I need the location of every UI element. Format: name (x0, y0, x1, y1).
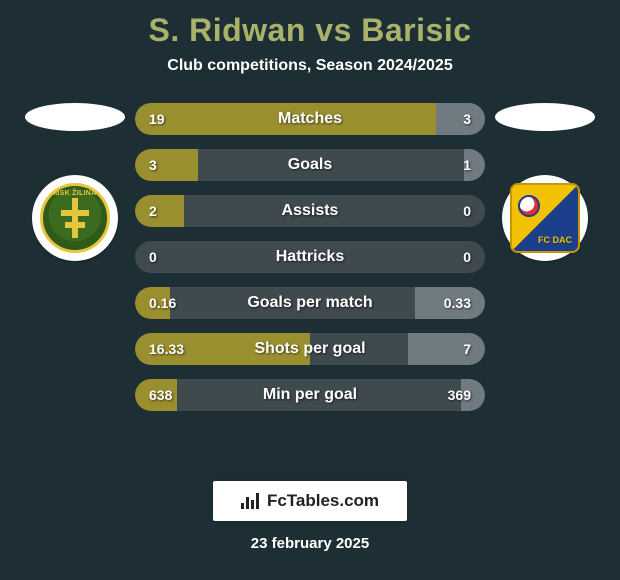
stat-value-right: 0 (463, 249, 471, 265)
stat-bar-left-fill (135, 103, 436, 135)
stat-bar-label: Hattricks (135, 248, 485, 266)
stat-value-right: 0 (463, 203, 471, 219)
stat-value-right: 0.33 (444, 295, 471, 311)
brand-badge: FcTables.com (213, 481, 407, 521)
stat-value-left: 16.33 (149, 341, 184, 357)
stat-bar-left-fill (135, 195, 184, 227)
club-crest-left: MSK ŽILINA (32, 175, 118, 261)
stat-bar: Goals per match0.160.33 (135, 287, 485, 319)
bar-chart-icon (241, 493, 261, 509)
dac-crest-icon: FC DAC (510, 183, 580, 253)
stat-value-left: 638 (149, 387, 172, 403)
stat-value-right: 369 (448, 387, 471, 403)
stat-bar: Min per goal638 369 (135, 379, 485, 411)
stat-bar-label: Assists (135, 202, 485, 220)
stat-bar-label: Min per goal (135, 386, 485, 404)
player-silhouette-right (495, 103, 595, 131)
stat-bar: Matches193 (135, 103, 485, 135)
subtitle: Club competitions, Season 2024/2025 (167, 57, 452, 75)
brand-text: FcTables.com (267, 491, 379, 511)
comparison-card: S. Ridwan vs Barisic Club competitions, … (0, 0, 620, 580)
footer: FcTables.com 23 february 2025 (0, 481, 620, 552)
stat-bar-right-fill (408, 333, 485, 365)
stat-value-right: 7 (463, 341, 471, 357)
stat-value-left: 3 (149, 157, 157, 173)
stat-bar-left-fill (135, 149, 198, 181)
stat-bar: Assists2 0 (135, 195, 485, 227)
stat-bar: Hattricks0 0 (135, 241, 485, 273)
stat-value-right: 3 (463, 111, 471, 127)
date-text: 23 february 2025 (251, 535, 369, 552)
page-title: S. Ridwan vs Barisic (148, 12, 471, 49)
stat-value-left: 0.16 (149, 295, 176, 311)
crest-right-label: FC DAC (538, 236, 572, 245)
club-crest-right: FC DAC (502, 175, 588, 261)
crest-left-label: MSK ŽILINA (43, 190, 107, 197)
player-silhouette-left (25, 103, 125, 131)
zilina-crest-icon: MSK ŽILINA (40, 183, 110, 253)
stat-value-right: 1 (463, 157, 471, 173)
stat-bar: Shots per goal16.337 (135, 333, 485, 365)
stat-bar: Goals31 (135, 149, 485, 181)
stat-value-left: 2 (149, 203, 157, 219)
stat-bar-right-fill (436, 103, 485, 135)
stat-value-left: 19 (149, 111, 165, 127)
stat-value-left: 0 (149, 249, 157, 265)
